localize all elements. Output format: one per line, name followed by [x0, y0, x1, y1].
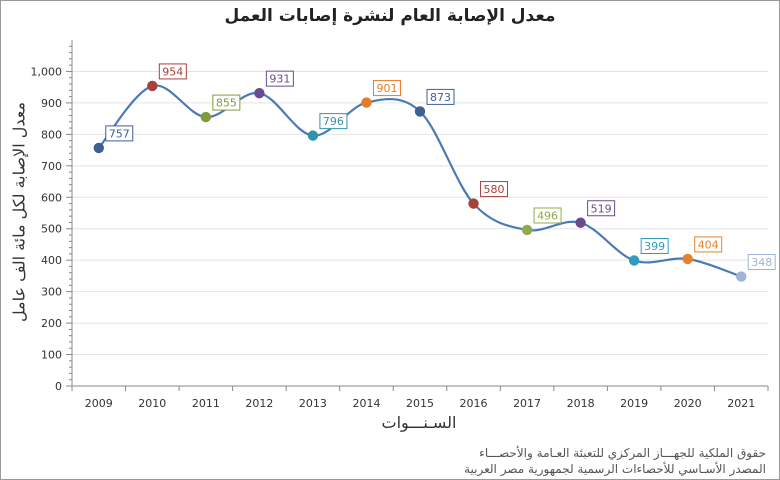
data-label: 855: [216, 97, 237, 110]
y-tick-label: 200: [41, 317, 62, 330]
data-label-box: [426, 88, 455, 105]
data-markers: [93, 80, 747, 282]
data-point: [147, 80, 158, 92]
data-point: [468, 198, 479, 209]
data-label-box: [265, 70, 294, 87]
x-tick-label: 2015: [406, 397, 434, 410]
y-tick-label: 600: [41, 191, 62, 204]
x-tick-label: 2014: [352, 397, 380, 410]
data-point: [682, 253, 693, 265]
x-axis-label: السـنـــوات: [381, 413, 457, 432]
data-label: 873: [430, 91, 451, 104]
x-tick-label: 2021: [727, 397, 755, 410]
data-point: [93, 142, 104, 154]
data-point: [736, 271, 747, 282]
x-tick-labels: 2009 2010 2011 2012 2013 2014 2015 2016 2017 2018…: [85, 397, 755, 410]
data-point: [200, 111, 212, 123]
data-label: 796: [323, 115, 344, 128]
data-label-box: [694, 236, 723, 253]
data-label-box: [158, 63, 187, 80]
x-tick-label: 2019: [620, 397, 648, 410]
data-labels: 757 954 855 931 796 901 873 580 496 519 399 404 348: [105, 63, 776, 271]
y-tick-labels: 0 100 200 300 400 500 600 700 800 900 1,000: [31, 65, 63, 393]
footer-copyright: حقوق الملكية للجهـــاز المركزي للتعبئة ا…: [479, 446, 766, 460]
data-label-box: [319, 113, 348, 130]
data-label-box: [212, 94, 241, 111]
data-label: 399: [644, 240, 665, 253]
data-label-box: [533, 207, 562, 224]
x-tick-label: 2009: [85, 397, 113, 410]
data-label-box: [747, 254, 776, 271]
y-tick-label: 500: [41, 223, 62, 236]
data-label-box: [105, 125, 134, 142]
x-tick-label: 2012: [245, 397, 273, 410]
data-label: 931: [269, 73, 290, 86]
data-label-box: [480, 181, 509, 198]
data-point: [307, 130, 319, 141]
y-tick-label: 700: [41, 160, 62, 173]
y-tick-label: 1,000: [31, 65, 63, 78]
gridlines: [72, 70, 768, 356]
axes: [66, 40, 769, 391]
x-tick-label: 2011: [192, 397, 220, 410]
y-tick-label: 100: [41, 349, 62, 362]
data-label: 954: [162, 65, 183, 78]
data-point: [521, 224, 533, 236]
y-tick-label: 900: [41, 97, 62, 110]
data-label: 580: [484, 183, 505, 196]
data-label: 404: [698, 238, 719, 251]
data-point: [361, 97, 372, 108]
data-point: [575, 217, 586, 228]
data-label-box: [372, 80, 401, 97]
data-label-box: [640, 237, 669, 254]
x-tick-label: 2013: [299, 397, 327, 410]
data-point: [628, 255, 640, 266]
y-tick-label: 0: [55, 380, 62, 393]
x-tick-label: 2010: [138, 397, 166, 410]
data-label: 496: [537, 209, 558, 222]
data-point: [414, 106, 426, 117]
data-label: 901: [376, 82, 397, 95]
data-point: [254, 87, 265, 99]
chart-title: معدل الإصابة العام لنشرة إصابات العمل: [224, 6, 556, 26]
y-tick-label: 400: [41, 254, 62, 267]
data-label: 348: [751, 256, 772, 269]
x-tick-label: 2018: [567, 397, 595, 410]
x-tick-label: 2017: [513, 397, 541, 410]
x-tick-label: 2016: [460, 397, 488, 410]
x-tick-label: 2020: [674, 397, 702, 410]
data-label-box: [587, 200, 616, 217]
y-tick-label: 300: [41, 286, 62, 299]
data-label: 519: [591, 202, 612, 215]
data-label: 757: [109, 127, 130, 140]
y-tick-label: 800: [41, 128, 62, 141]
footer-source: المصدر الأسـاسي للأحصاءات الرسمية لجمهور…: [464, 462, 766, 476]
